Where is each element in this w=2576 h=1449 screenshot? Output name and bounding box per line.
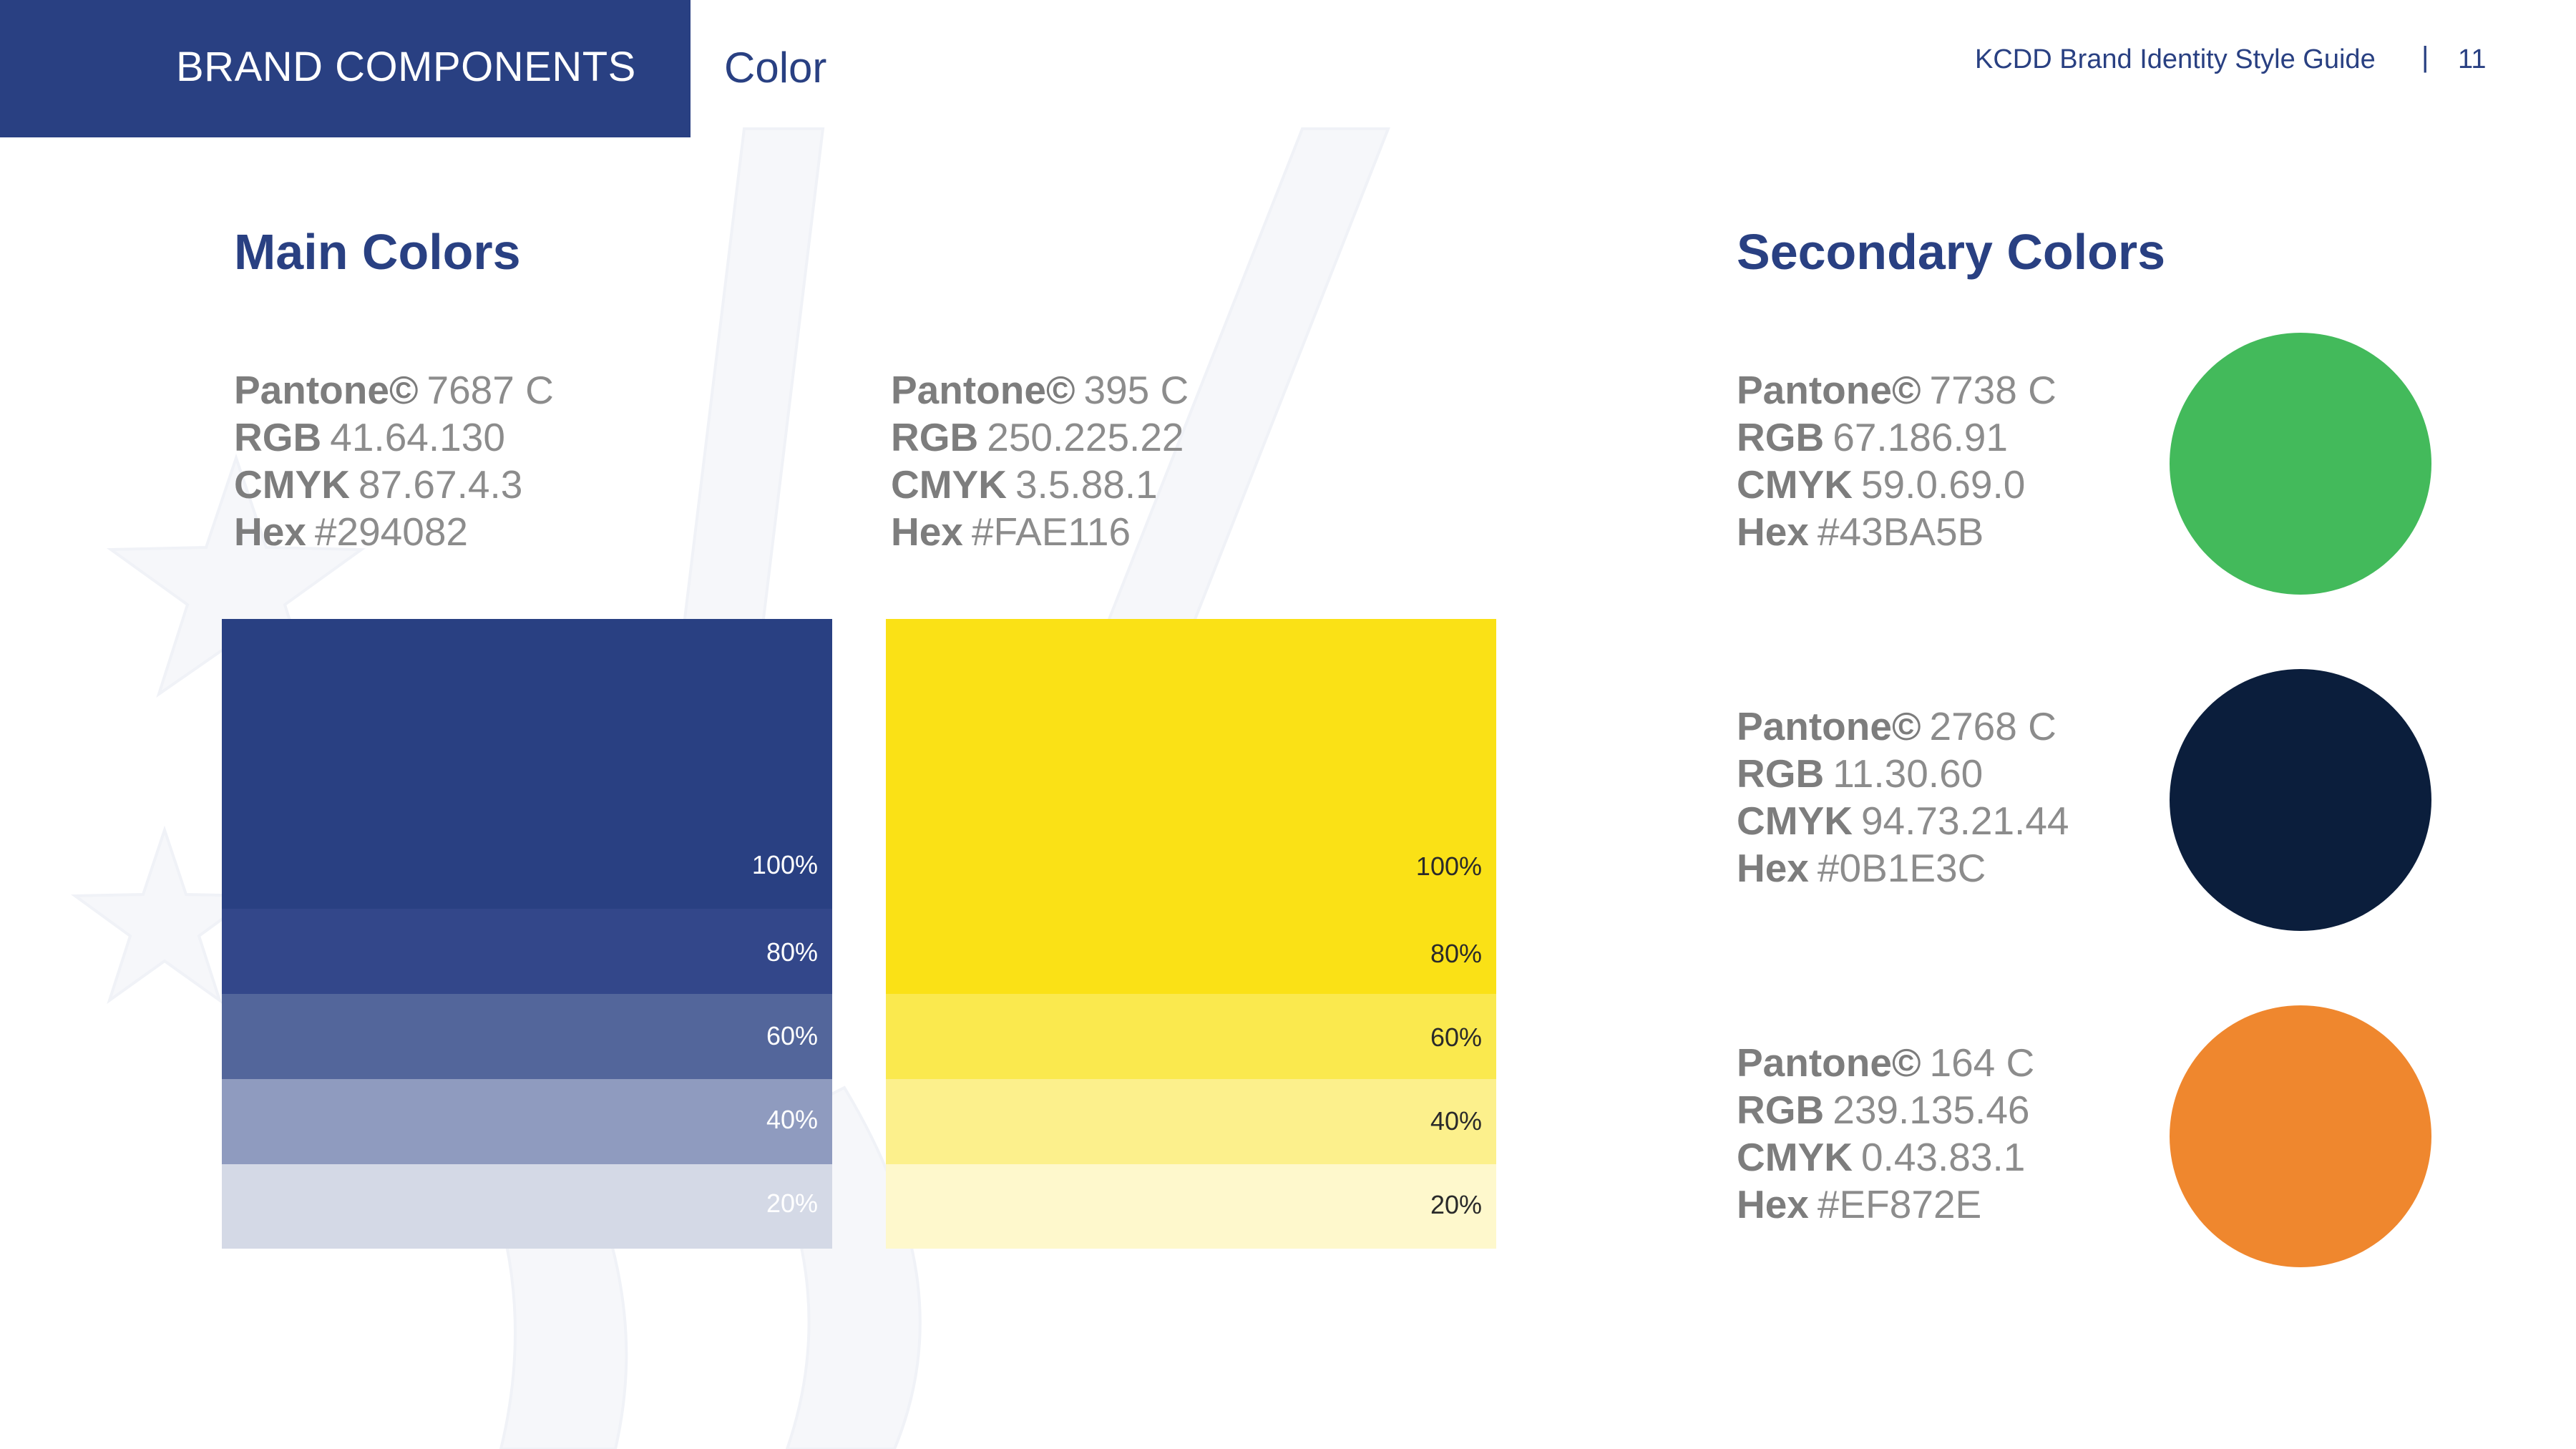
tint-label: 20%: [766, 1189, 818, 1218]
rgb-value: 67.186.91: [1833, 415, 2008, 459]
pantone-label: Pantone©: [1737, 1040, 1921, 1085]
rgb-row: RGB 41.64.130: [234, 414, 554, 461]
pantone-value: 395 C: [1083, 368, 1189, 412]
pantone-row: Pantone© 7738 C: [1737, 366, 2057, 414]
orange-swatch: [2170, 1005, 2431, 1267]
hex-row: Hex #EF872E: [1737, 1181, 2034, 1228]
hex-row: Hex #FAE116: [891, 508, 1189, 555]
pantone-label: Pantone©: [891, 368, 1075, 412]
pantone-row: Pantone© 2768 C: [1737, 703, 2069, 750]
rgb-row: RGB 239.135.46: [1737, 1086, 2034, 1133]
cmyk-row: CMYK 87.67.4.3: [234, 461, 554, 508]
rgb-row: RGB 11.30.60: [1737, 750, 2069, 797]
hex-row: Hex #43BA5B: [1737, 508, 2057, 555]
rgb-label: RGB: [1737, 751, 1825, 796]
hex-value: #0B1E3C: [1817, 846, 1986, 890]
blue-tint-stack: 100% 80% 60% 40% 20%: [222, 619, 832, 1249]
blue-tint-80: 80%: [222, 909, 832, 994]
green-swatch: [2170, 333, 2431, 595]
yellow-tint-60: 60%: [886, 994, 1496, 1079]
cmyk-value: 0.43.83.1: [1860, 1135, 2026, 1179]
tint-label: 40%: [766, 1105, 818, 1134]
rgb-row: RGB 250.225.22: [891, 414, 1189, 461]
hex-value: #294082: [314, 509, 469, 554]
hex-label: Hex: [1737, 1182, 1809, 1226]
tint-label: 60%: [1430, 1023, 1482, 1052]
cmyk-value: 87.67.4.3: [358, 462, 523, 507]
tint-label: 100%: [1415, 852, 1482, 881]
rgb-value: 41.64.130: [330, 415, 505, 459]
pantone-value: 2768 C: [1929, 704, 2057, 748]
pantone-value: 7738 C: [1929, 368, 2057, 412]
yellow-color-specs: Pantone© 395 C RGB 250.225.22 CMYK 3.5.88.1…: [891, 366, 1189, 555]
hex-label: Hex: [891, 509, 963, 554]
rgb-label: RGB: [1737, 1088, 1825, 1132]
page-number: 11: [2458, 44, 2487, 74]
section-title-label: BRAND COMPONENTS: [176, 44, 636, 90]
rgb-value: 11.30.60: [1833, 751, 1984, 796]
navy-swatch: [2170, 669, 2431, 931]
hex-label: Hex: [1737, 846, 1809, 890]
hex-label: Hex: [234, 509, 306, 554]
cmyk-label: CMYK: [1737, 1135, 1853, 1179]
rgb-value: 250.225.22: [987, 415, 1184, 459]
secondary-colors-heading: Secondary Colors: [1737, 224, 2166, 280]
cmyk-value: 3.5.88.1: [1015, 462, 1158, 507]
rgb-label: RGB: [1737, 415, 1825, 459]
orange-color-specs: Pantone© 164 C RGB 239.135.46 CMYK 0.43.83.…: [1737, 1039, 2034, 1228]
hex-value: #FAE116: [971, 509, 1131, 554]
green-color-specs: Pantone© 7738 C RGB 67.186.91 CMYK 59.0.69.…: [1737, 366, 2057, 555]
hex-label: Hex: [1737, 509, 1809, 554]
cmyk-label: CMYK: [1737, 462, 1853, 507]
blue-tint-20: 20%: [222, 1164, 832, 1249]
cmyk-label: CMYK: [1737, 799, 1853, 843]
pantone-label: Pantone©: [1737, 704, 1921, 748]
navy-color-specs: Pantone© 2768 C RGB 11.30.60 CMYK 94.73.21.…: [1737, 703, 2069, 892]
blue-tint-40: 40%: [222, 1079, 832, 1164]
tint-label: 20%: [1430, 1190, 1482, 1219]
cmyk-row: CMYK 94.73.21.44: [1737, 797, 2069, 844]
header-separator: |: [2421, 42, 2429, 73]
main-colors-heading: Main Colors: [234, 224, 521, 280]
tint-label: 100%: [751, 850, 818, 879]
blue-tint-100: 100%: [222, 619, 832, 909]
header-bar: [0, 0, 691, 137]
tint-label: 40%: [1430, 1106, 1482, 1136]
rgb-value: 239.135.46: [1833, 1088, 2030, 1132]
hex-value: #EF872E: [1817, 1182, 1982, 1226]
rgb-row: RGB 67.186.91: [1737, 414, 2057, 461]
yellow-tint-20: 20%: [886, 1164, 1496, 1249]
guide-title: KCDD Brand Identity Style Guide: [1975, 44, 2376, 74]
cmyk-label: CMYK: [234, 462, 350, 507]
cmyk-label: CMYK: [891, 462, 1007, 507]
cmyk-value: 59.0.69.0: [1860, 462, 2026, 507]
pantone-label: Pantone©: [1737, 368, 1921, 412]
hex-row: Hex #294082: [234, 508, 554, 555]
pantone-label: Pantone©: [234, 368, 419, 412]
cmyk-row: CMYK 3.5.88.1: [891, 461, 1189, 508]
yellow-tint-100: 100%: [886, 619, 1496, 909]
pantone-row: Pantone© 7687 C: [234, 366, 554, 414]
yellow-tint-stack: 100% 80% 60% 40% 20%: [886, 619, 1496, 1249]
rgb-label: RGB: [234, 415, 322, 459]
tint-label: 60%: [766, 1021, 818, 1050]
yellow-tint-40: 40%: [886, 1079, 1496, 1164]
blue-tint-60: 60%: [222, 994, 832, 1079]
tint-label: 80%: [1430, 939, 1482, 968]
hex-value: #43BA5B: [1817, 509, 1984, 554]
rgb-label: RGB: [891, 415, 979, 459]
hex-row: Hex #0B1E3C: [1737, 844, 2069, 892]
pantone-value: 7687 C: [426, 368, 554, 412]
blue-color-specs: Pantone© 7687 C RGB 41.64.130 CMYK 87.67.4.…: [234, 366, 554, 555]
pantone-row: Pantone© 164 C: [1737, 1039, 2034, 1086]
subsection-title: Color: [724, 44, 827, 92]
cmyk-row: CMYK 0.43.83.1: [1737, 1133, 2034, 1181]
tint-label: 80%: [766, 937, 818, 967]
pantone-row: Pantone© 395 C: [891, 366, 1189, 414]
yellow-tint-80: 80%: [886, 909, 1496, 994]
pantone-value: 164 C: [1929, 1040, 2035, 1085]
cmyk-value: 94.73.21.44: [1860, 799, 2069, 843]
cmyk-row: CMYK 59.0.69.0: [1737, 461, 2057, 508]
